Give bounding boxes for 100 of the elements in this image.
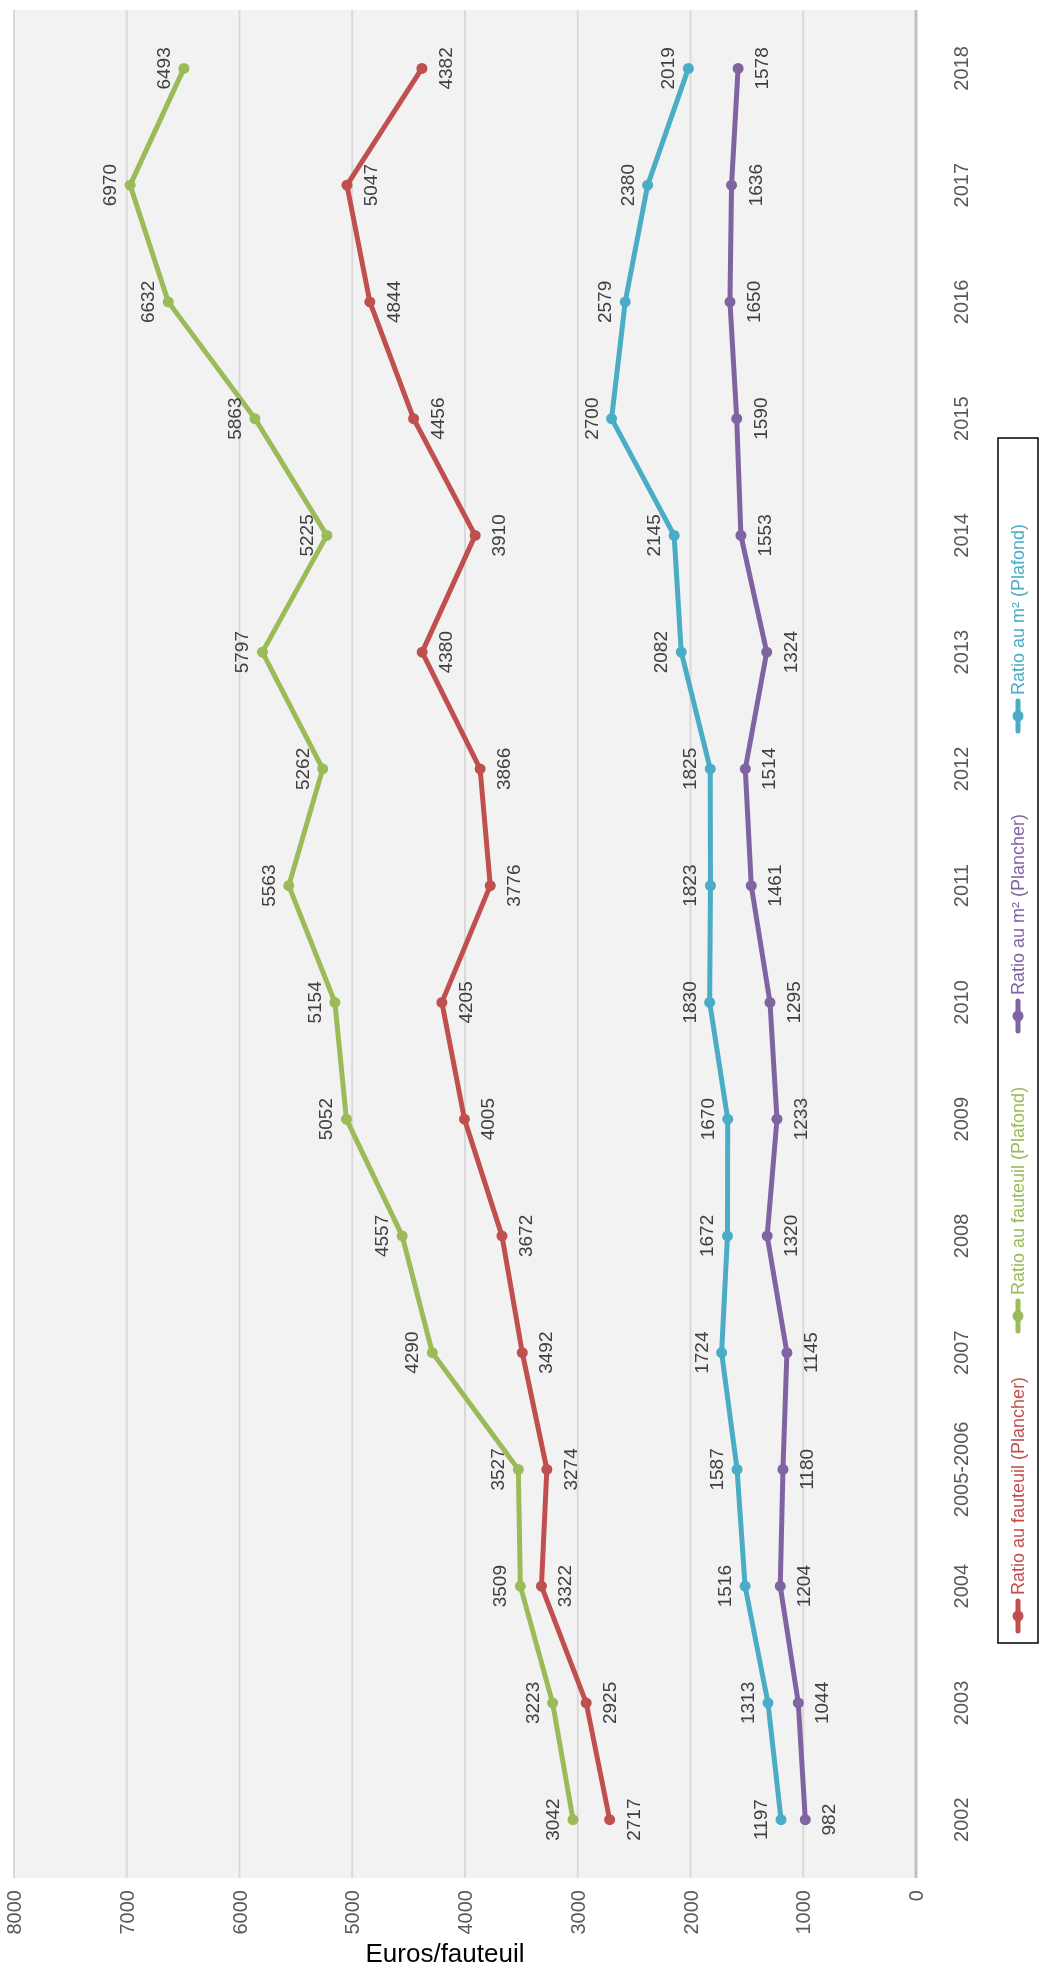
data-label: 1553: [753, 514, 775, 557]
y-tick-label: 2008: [950, 1213, 972, 1259]
data-label: 2717: [622, 1798, 644, 1841]
x-tick-label: 5000: [341, 1890, 364, 1935]
data-label: 1830: [678, 981, 700, 1024]
data-label: 1461: [764, 864, 786, 907]
data-label: 3910: [488, 514, 510, 557]
point: [675, 646, 687, 658]
data-label: 3042: [542, 1798, 564, 1841]
data-label: 2145: [643, 514, 665, 557]
text: Ratio au m² (Plafond): [1008, 523, 1028, 695]
data-label: 2700: [580, 397, 602, 440]
data-label: 2380: [616, 163, 638, 207]
point: [764, 996, 776, 1008]
point: [436, 996, 448, 1008]
point: [781, 1347, 793, 1359]
point: [606, 413, 618, 425]
data-label: 3866: [493, 747, 515, 791]
text: Ratio au fauteuil (Plancher): [1008, 1376, 1028, 1595]
point: [721, 1230, 733, 1242]
y-tick-label: 2009: [950, 1096, 972, 1142]
point: [724, 296, 736, 308]
data-label: 1590: [749, 397, 771, 440]
data-label: 4205: [454, 981, 476, 1024]
data-label: 4557: [371, 1214, 393, 1258]
data-label: 1197: [750, 1799, 772, 1841]
y-tick-label: 2017: [950, 162, 972, 208]
point: [704, 996, 716, 1008]
data-label: 1724: [690, 1331, 712, 1374]
x-axis-title: Euros/fauteuil: [365, 1938, 525, 1968]
data-label: 1044: [811, 1681, 833, 1725]
y-tick-label: 2002: [950, 1797, 972, 1842]
point: [283, 880, 295, 892]
data-label: 4456: [426, 397, 448, 440]
y-tick-label: 2007: [950, 1330, 972, 1375]
x-tick-label: 4000: [454, 1890, 476, 1935]
point: [469, 529, 481, 541]
point: [774, 1580, 786, 1592]
data-label: 5262: [291, 747, 313, 791]
x-tick-label: 7000: [115, 1890, 138, 1935]
x-tick-label: 3000: [566, 1890, 589, 1935]
data-label: 2579: [594, 280, 616, 324]
point: [329, 996, 341, 1008]
point: [668, 529, 680, 541]
point: [745, 880, 757, 892]
point: [474, 763, 486, 775]
point: [321, 529, 333, 541]
point: [514, 1580, 526, 1592]
point: [739, 1580, 751, 1592]
point: [516, 1347, 528, 1359]
point: [775, 1814, 787, 1826]
point: [604, 1814, 616, 1826]
data-label: 4380: [435, 630, 457, 674]
point: [732, 62, 744, 74]
data-label: 1670: [696, 1097, 718, 1141]
point: [792, 1697, 804, 1709]
data-label: 1233: [789, 1097, 811, 1141]
point: [777, 1463, 789, 1475]
data-label: 1823: [679, 864, 701, 907]
y-tick-label: 2010: [950, 980, 972, 1025]
y-tick-label: 2004: [950, 1563, 972, 1609]
point: [799, 1814, 811, 1826]
point: [512, 1463, 524, 1475]
y-tick-label: 2005-2006: [950, 1421, 972, 1518]
point: [547, 1697, 559, 1709]
point: [731, 413, 743, 425]
data-label: 2082: [650, 630, 672, 674]
data-label: 3776: [503, 864, 525, 907]
data-label: 5052: [315, 1097, 337, 1141]
point: [249, 413, 261, 425]
data-label: 5863: [223, 397, 245, 440]
point: [124, 179, 136, 191]
point: [340, 1113, 352, 1125]
point: [408, 413, 420, 425]
data-label: 3509: [489, 1564, 511, 1608]
data-label: 1825: [679, 747, 701, 791]
data-label: 4290: [401, 1331, 423, 1374]
data-label: 6632: [137, 280, 159, 324]
data-label: 1320: [780, 1214, 802, 1258]
x-tick-label: 6000: [228, 1890, 251, 1935]
point: [722, 1113, 734, 1125]
y-tick-label: 2011: [950, 864, 972, 908]
data-label: 1295: [782, 981, 804, 1024]
data-label: 4844: [382, 280, 404, 324]
data-label: 5563: [257, 864, 279, 907]
data-label: 1650: [742, 280, 764, 324]
data-label: 5797: [231, 630, 253, 674]
x-tick-label: 8000: [3, 1890, 25, 1935]
data-label: 1516: [714, 1564, 736, 1608]
y-tick-label: 2018: [950, 46, 972, 91]
point: [731, 1463, 743, 1475]
point: [739, 763, 751, 775]
text: Ratio au m² (Plancher): [1008, 813, 1028, 995]
point: [496, 1230, 508, 1242]
data-label: 5047: [359, 163, 381, 207]
data-label: 1672: [696, 1214, 718, 1258]
point: [416, 62, 428, 74]
data-label: 982: [818, 1803, 840, 1836]
data-label: 3527: [487, 1448, 509, 1491]
point: [426, 1347, 438, 1359]
